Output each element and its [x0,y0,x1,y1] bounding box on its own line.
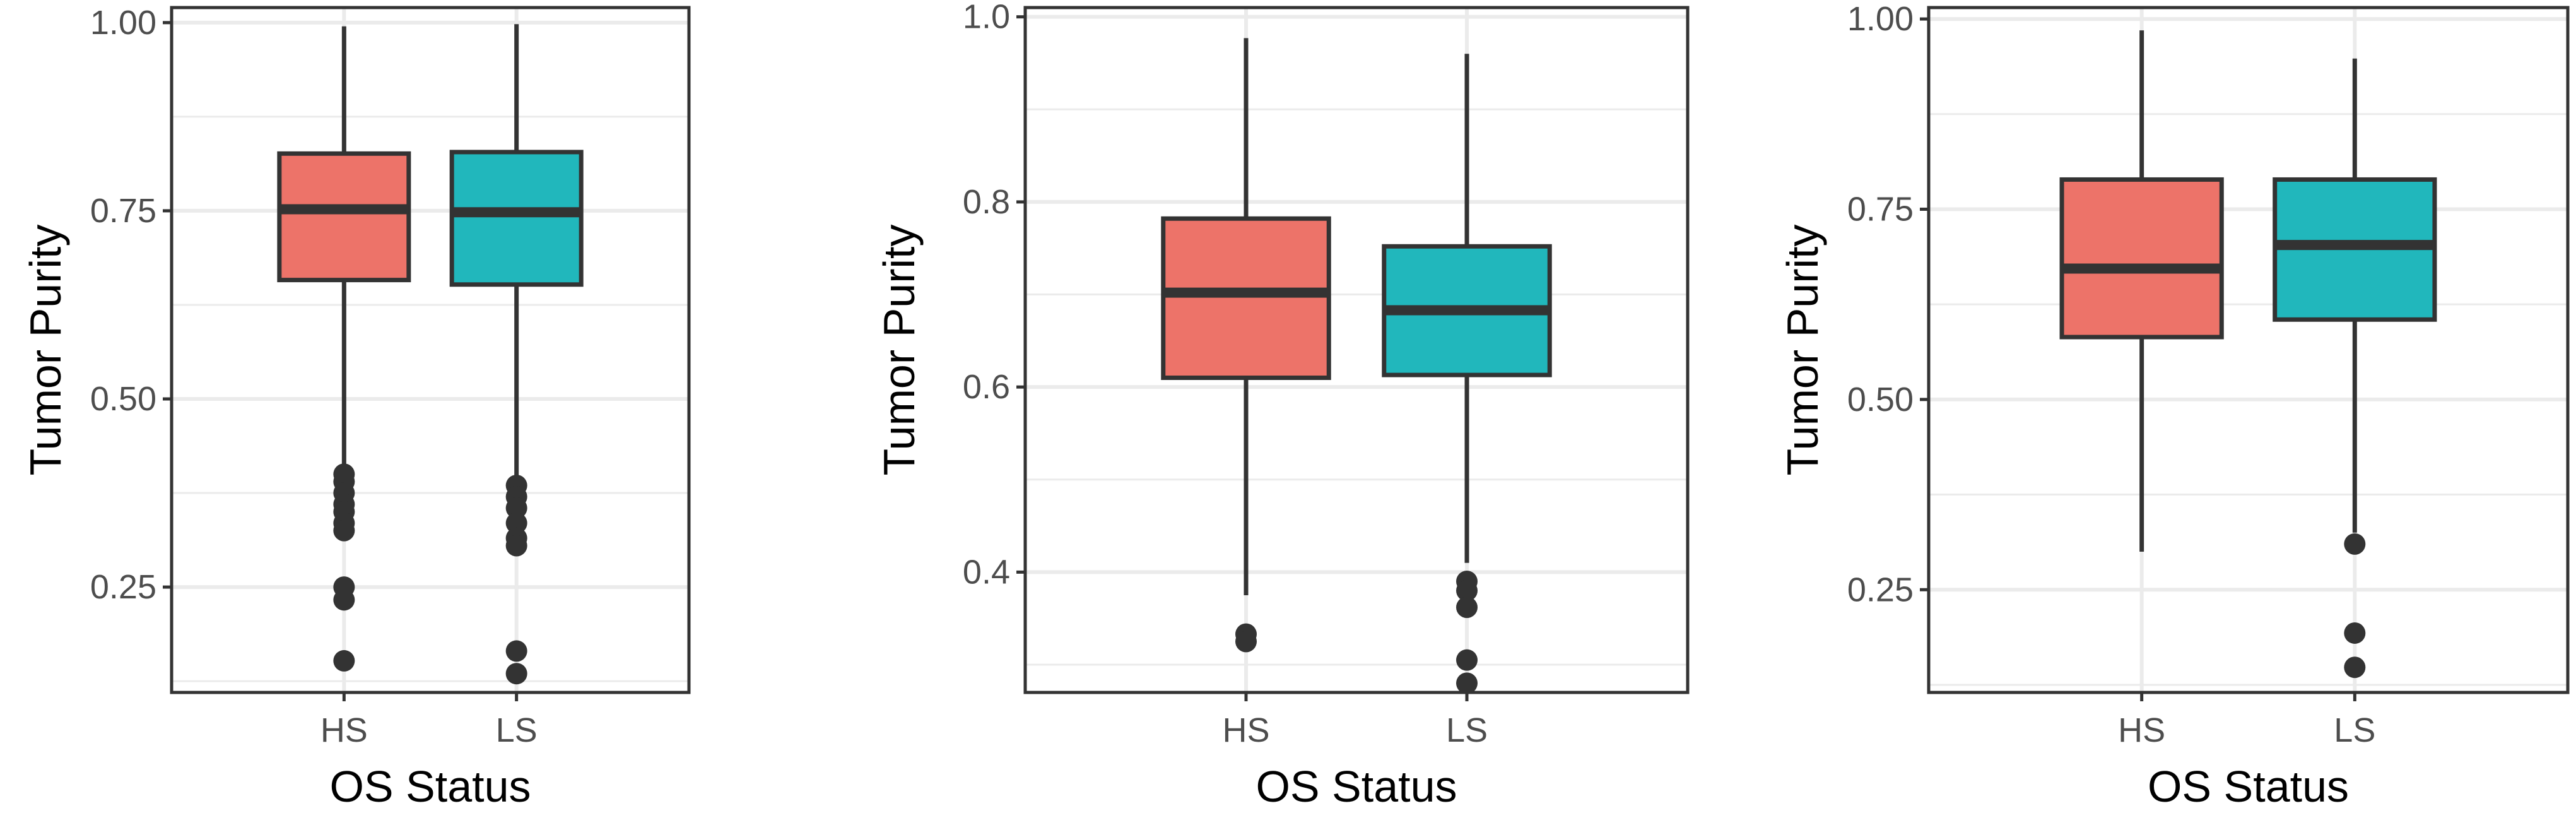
x-tick-label: LS [1446,711,1488,749]
panel-2: 0.4 0.6 0.8 1.0 HS LS OS Status Tumor Purity [874,0,1690,811]
outlier-point [1456,649,1478,671]
y-tick-label: 1.0 [963,0,1010,36]
outlier-point [1456,579,1478,602]
x-axis-title: OS Status [329,762,531,811]
y-axis-title: Tumor Purity [21,224,70,475]
x-tick-label: LS [496,711,538,749]
y-tick-label: 0.75 [1847,190,1914,228]
y-tick-label: 0.50 [1847,381,1914,418]
x-tick-label: HS [1222,711,1269,749]
outlier-point [2344,622,2366,644]
panel-border [170,6,691,694]
outlier-point [505,640,527,662]
panel-3: 0.25 0.50 0.75 1.00 HS LS OS Status Tumor Purit… [1778,0,2570,811]
y-axis-title: Tumor Purity [874,224,924,475]
x-axis-title: OS Status [2148,762,2349,811]
y-tick-label: 0.8 [963,183,1010,221]
y-tick-label: 0.25 [1847,571,1914,608]
y-tick-label: 0.50 [90,380,156,418]
outlier-point [1235,631,1257,653]
y-axis-title: Tumor Purity [1778,224,1827,475]
panel-background [1025,8,1688,692]
y-tick-label: 1.00 [90,4,156,42]
outlier-point [1456,596,1478,619]
y-tick-label: 0.25 [90,568,156,606]
outlier-point [1456,672,1478,694]
x-tick-label: HS [321,711,368,749]
box-hs [277,26,411,672]
x-tick-label: HS [2118,711,2165,749]
outlier-point [333,519,355,542]
box-ls [2273,58,2437,679]
panel-border [1927,6,2570,694]
outlier-point [505,512,527,534]
box-body [277,151,411,283]
outlier-point [505,663,527,685]
box-ls [449,24,584,685]
box-body [2059,177,2224,340]
box-hs [1161,38,1331,653]
outlier-point [505,497,527,519]
box-hs [2059,30,2224,552]
outlier-point [505,535,527,557]
y-tick-label: 0.75 [90,192,156,230]
y-tick-label: 1.00 [1847,0,1914,38]
panel-background [1929,8,2568,692]
outlier-point [2344,533,2366,555]
x-axis-title: OS Status [1256,762,1457,811]
panel-border [1023,6,1690,694]
outlier-point [333,589,355,611]
box-ls [1382,54,1552,694]
y-tick-label: 0.6 [963,368,1010,406]
outlier-point [2344,656,2366,679]
box-body [1161,216,1331,380]
box-body [449,150,584,287]
y-tick-label: 0.4 [963,553,1010,591]
x-tick-label: LS [2334,711,2375,749]
panel-background [172,8,689,692]
outlier-point [333,650,355,672]
panel-1: 0.25 0.50 0.75 1.00 HS LS OS Status Tumor Purit… [21,4,691,811]
